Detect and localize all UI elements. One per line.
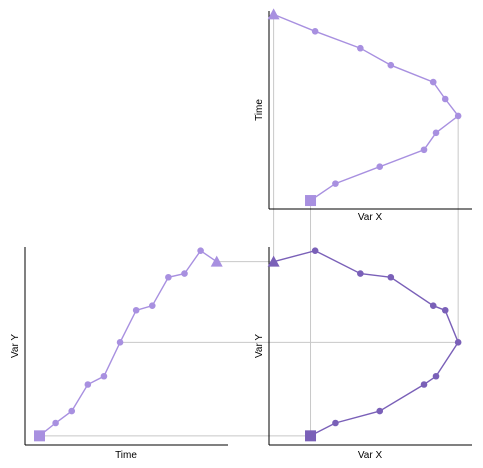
- data-point: [376, 407, 384, 415]
- data-point: [441, 306, 449, 314]
- end-square-marker: [305, 430, 317, 442]
- data-point: [181, 270, 188, 277]
- series-path: [39, 249, 218, 437]
- data-point: [332, 180, 339, 187]
- start-square-marker: [305, 195, 317, 207]
- x-axis-label: Time: [115, 450, 137, 461]
- data-point: [454, 112, 462, 120]
- data-point: [429, 302, 437, 309]
- y-axis-label: Var Y: [10, 334, 21, 358]
- data-point: [148, 302, 156, 309]
- data-point: [132, 306, 140, 314]
- guide-lines: [39, 14, 459, 437]
- data-point: [432, 372, 440, 380]
- data-point: [420, 146, 428, 154]
- data-point: [84, 381, 92, 388]
- data-point: [311, 28, 319, 35]
- data-point: [376, 163, 384, 170]
- series-line: [267, 247, 462, 442]
- data-point: [387, 273, 395, 281]
- series-line: [34, 247, 223, 442]
- series-path: [273, 249, 459, 437]
- x-axis-label: Var X: [358, 450, 383, 461]
- data-point: [197, 247, 204, 254]
- series-path: [273, 13, 460, 202]
- end-triangle-marker: [267, 8, 280, 20]
- data-point: [332, 419, 339, 427]
- data-point: [420, 381, 428, 388]
- data-point: [454, 339, 462, 346]
- data-point: [429, 78, 437, 86]
- data-point: [441, 95, 449, 103]
- data-point: [432, 129, 440, 137]
- end-square-marker: [34, 430, 45, 442]
- data-point: [52, 419, 59, 427]
- data-point: [116, 339, 124, 346]
- data-point: [68, 407, 76, 415]
- y-axis-label: Time: [254, 99, 265, 121]
- x-axis-label: Var X: [358, 212, 383, 223]
- start-triangle-marker: [210, 255, 223, 267]
- start-triangle-marker: [267, 255, 280, 267]
- data-point: [387, 61, 395, 69]
- panel-var-y-over-time: Time Var Y: [10, 247, 228, 461]
- data-point: [357, 44, 364, 52]
- data-point: [311, 247, 319, 254]
- y-axis-label: Var Y: [254, 334, 265, 358]
- data-point: [100, 372, 108, 380]
- series-line: [267, 8, 462, 207]
- data-point: [165, 273, 172, 281]
- panel-var-y-vs-var-x: Var X Var Y: [254, 247, 472, 461]
- data-point: [357, 270, 364, 277]
- panel-var-x-over-time: Var X Time: [254, 8, 472, 223]
